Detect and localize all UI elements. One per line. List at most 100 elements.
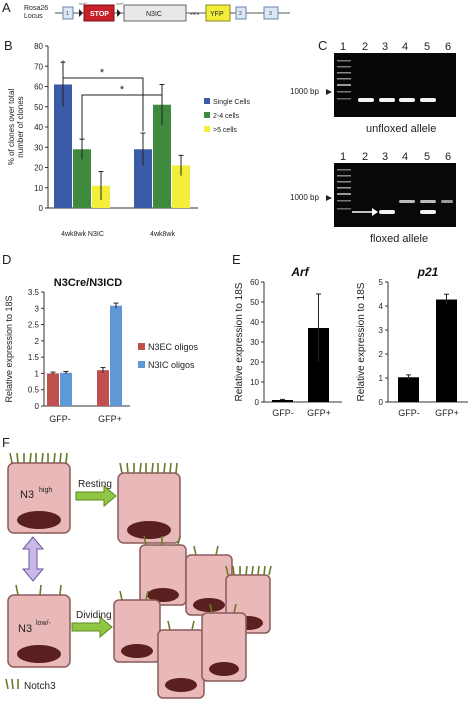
- y-tick-label: 30: [34, 143, 43, 152]
- gel-top-caption: unfloxed allele: [366, 123, 436, 135]
- notch3-legend-label: Notch3: [24, 681, 56, 692]
- panel-label-a: A: [2, 0, 11, 15]
- loxp-site-2: [117, 9, 121, 17]
- y-tick-label: 60: [34, 83, 43, 92]
- y-tick-label: 40: [250, 318, 259, 327]
- chart-title: p21: [417, 265, 439, 279]
- ires-label: IRES: [190, 11, 200, 16]
- gel-lane-numbers-top: 1 2 3 4 5 6: [340, 41, 451, 53]
- y-tick-label: 50: [250, 298, 259, 307]
- y-tick-label: 40: [34, 123, 43, 132]
- exon-2: [235, 6, 247, 20]
- bar: [436, 299, 457, 402]
- gel-bottom-caption: floxed allele: [370, 233, 428, 245]
- n3-high-superscript: high: [39, 487, 52, 494]
- significance-bracket-1: [62, 60, 144, 132]
- bar: [134, 149, 152, 208]
- y-axis-label: Relative expression to 18S: [356, 282, 367, 401]
- band-top-lane5: [420, 98, 436, 102]
- bar: [172, 165, 190, 208]
- exon-1: [62, 6, 74, 20]
- legend-swatch: [204, 98, 210, 104]
- dividing-label: Dividing: [76, 610, 112, 621]
- y-axis-label: Relative expression to 18S: [234, 282, 245, 401]
- y-tick-label: 2: [379, 350, 384, 359]
- band-bottom-lane3: [379, 210, 395, 214]
- y-tick-label: 1: [35, 369, 40, 378]
- y-tick-label: 3.5: [28, 288, 40, 297]
- marker-bottom-arrow: [326, 195, 332, 201]
- locus-label-line2: Locus: [24, 13, 43, 20]
- lane-2-top: 2: [362, 41, 368, 53]
- loxp-label-1: loxP: [79, 1, 87, 6]
- gel-lane-numbers-bottom: 1 2 3 4 5 6: [340, 151, 451, 163]
- bar: [60, 372, 72, 406]
- lane-4-top: 4: [402, 41, 408, 53]
- chart-b-clone-sizes: 0 10 20 30 40 50 60 70 80 % of clones over totaln…: [7, 42, 250, 238]
- legend-label: N3IC oligos: [148, 360, 195, 370]
- marker-top-arrow: [326, 89, 332, 95]
- loxp-label-2: loxP: [116, 1, 124, 6]
- stop-label: STOP: [90, 11, 109, 18]
- y-tick-label: 1: [379, 374, 384, 383]
- yfp-cassette: [205, 4, 231, 22]
- legend-label: >5 cells: [213, 127, 237, 134]
- y-tick-label: 3: [379, 326, 384, 335]
- lane-3-bottom: 3: [382, 151, 388, 163]
- y-tick-label: 50: [34, 103, 43, 112]
- x-tick-label: GFP-: [272, 408, 294, 418]
- legend-label: Single Cells: [213, 99, 250, 106]
- lane-6-bottom: 6: [445, 151, 451, 163]
- x-tick-label: GFP+: [307, 408, 331, 418]
- lane-1-bottom: 1: [340, 151, 346, 163]
- cluster-cell-1: [139, 535, 187, 606]
- band-bottom-lane6: [441, 200, 453, 203]
- n3ic-cassette: [123, 4, 187, 22]
- marker-bottom-label: 1000 bp: [290, 193, 319, 202]
- x-tick-label: 4wk8wk: [150, 231, 175, 238]
- notch3-legend: Notch3: [5, 678, 56, 692]
- gel-top: [334, 53, 456, 117]
- y-tick-label: 20: [34, 164, 43, 173]
- chart-title: Arf: [290, 265, 309, 279]
- bar: [54, 84, 72, 208]
- y-tick-label: 2.5: [28, 321, 40, 330]
- cluster-cell-2: [185, 545, 233, 616]
- y-tick-label: 1.5: [28, 353, 40, 362]
- bar: [47, 373, 59, 406]
- y-tick-label: 3: [35, 304, 40, 313]
- y-tick-label: 20: [250, 358, 259, 367]
- rosa26-locus-diagram: Rosa26 Locus 1 loxP STOP loxP N3IC IRES …: [24, 1, 290, 22]
- y-tick-label: 2: [35, 337, 40, 346]
- locus-label-line1: Rosa26: [24, 5, 48, 12]
- panel-label-d: D: [2, 252, 12, 267]
- panel-label-f: F: [2, 435, 10, 450]
- ladder-bottom: [337, 169, 351, 210]
- y-tick-label: 80: [34, 42, 43, 51]
- y-axis-label: % of clones over totalnumber of clones: [7, 89, 25, 166]
- lane-4-bottom: 4: [402, 151, 408, 163]
- panel-label-c: C: [318, 38, 328, 53]
- band-bottom-lane5-lower: [420, 210, 436, 214]
- bar: [73, 149, 91, 208]
- lane-5-top: 5: [424, 41, 430, 53]
- x-tick-label: 4wk8wk N3IC: [61, 231, 104, 238]
- significance-star-1: *: [100, 67, 105, 79]
- chart-e-p21: 0 1 2 3 4 5 Relative expression to 18S p21 GFP- G…: [356, 265, 468, 418]
- x-tick-label: GFP-: [49, 414, 71, 424]
- exon-2-label: 2: [239, 11, 242, 17]
- x-tick-label: GFP+: [98, 414, 122, 424]
- cell-n3-high: N3 high: [7, 452, 71, 534]
- y-tick-label: 0: [35, 402, 40, 411]
- band-top-lane2: [358, 98, 374, 102]
- gel-bottom: [334, 163, 456, 227]
- y-tick-label: 0: [379, 398, 384, 407]
- chart-e-arf: 0 10 20 30 40 50 60 Relative expression to 18S A…: [234, 265, 342, 418]
- cell-n3-low: N3 low/-: [7, 584, 71, 668]
- resting-label: Resting: [78, 479, 112, 490]
- lane-1-top: 1: [340, 41, 346, 53]
- dividing-cell-cluster: [113, 535, 272, 699]
- legend-label: N3EC oligos: [148, 342, 199, 352]
- cell-resting: [117, 462, 181, 544]
- band-top-lane4: [399, 98, 415, 102]
